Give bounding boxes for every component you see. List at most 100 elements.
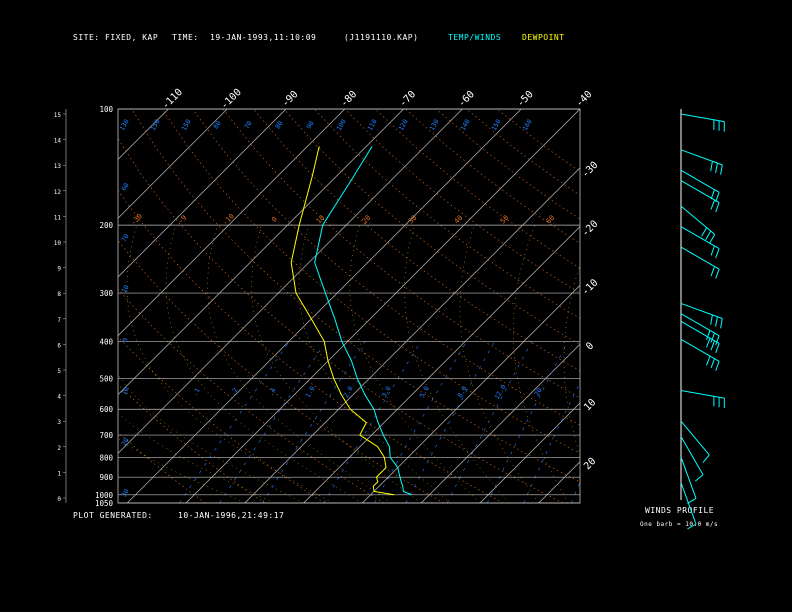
theta-label: 10 [315, 214, 327, 226]
isotherm-label: -80 [339, 89, 360, 110]
wind-shaft [680, 389, 725, 399]
time-value: 19-JAN-1993,11:10:09 [210, 33, 317, 42]
wind-barb [715, 335, 720, 346]
altitude-label: 3 [57, 419, 61, 426]
altitude-label: 11 [54, 214, 62, 221]
chart-grid [118, 109, 792, 503]
isotherm-label: -90 [280, 89, 301, 110]
theta-label: -30 [129, 212, 144, 227]
pressure-label: 300 [99, 289, 113, 298]
isotherm-line [715, 109, 792, 503]
isotherm-line [118, 109, 228, 219]
site-label: SITE: [73, 33, 100, 42]
top-row-label: 110 [366, 118, 379, 132]
wind-shaft [680, 320, 720, 344]
barb-note: One barb = 10.0 m/s [640, 521, 719, 528]
wind-barb [710, 199, 715, 210]
plot-generated-value: 10-JAN-1996,21:49:17 [178, 511, 285, 520]
chart-frame [63, 108, 581, 504]
theta-label: -9 [177, 214, 189, 226]
mixing-ratio-line [323, 341, 422, 503]
file-name: (J1191110.KAP) [344, 33, 419, 42]
isotherm-line [420, 343, 580, 503]
altitude-label: 14 [54, 138, 62, 145]
isotherm-line [126, 109, 522, 503]
wind-barb [687, 497, 697, 504]
mixing-ratio-label: 1.0 [304, 385, 317, 399]
dry-adiabat [118, 239, 444, 503]
top-row-label: 120 [397, 118, 410, 132]
wind-shaft [680, 302, 723, 319]
mixing-ratio-label: 2.0 [342, 385, 355, 399]
pressure-label: 900 [99, 473, 113, 482]
theta-label: 20 [361, 214, 373, 226]
wind-barb [710, 245, 715, 256]
isotherm-label: 20 [582, 456, 598, 472]
pressure-label: 500 [99, 375, 113, 384]
wind-barb [720, 164, 723, 175]
mixing-ratio-line [523, 381, 580, 503]
isotherm-line [244, 167, 580, 503]
dry-adiabat [435, 109, 580, 220]
top-row-label: 140 [459, 118, 472, 132]
altitude-label: 7 [57, 317, 61, 324]
altitude-label: 6 [57, 342, 61, 349]
theta-label: 0 [270, 215, 279, 224]
moist-adiabat [404, 225, 510, 503]
wind-shaft [680, 456, 697, 499]
wind-shaft [680, 313, 720, 337]
top-row-label: 160 [521, 118, 534, 132]
moist-adiabat [118, 438, 245, 503]
wind-shaft [680, 113, 725, 123]
mixing-ratio-line [487, 341, 569, 503]
moist-adiabat [251, 225, 422, 503]
dry-adiabat [496, 109, 580, 173]
top-row-label: 100 [335, 118, 348, 132]
wind-shaft [680, 482, 697, 525]
left-column-label: 0 [121, 336, 130, 343]
wind-barb [715, 163, 718, 173]
temperature-trace [314, 146, 412, 496]
moist-adiabat [126, 225, 334, 503]
top-row-label: 80 [274, 120, 285, 131]
wind-barb [720, 318, 723, 329]
wind-shaft [680, 436, 704, 475]
winds-profile-title: WINDS PROFILE [645, 506, 715, 515]
isotherm-line [598, 109, 792, 503]
altitude-label: 9 [57, 266, 61, 273]
dry-adiabat [314, 109, 580, 319]
left-column-label: 10 [120, 386, 131, 397]
wind-shaft [680, 149, 723, 166]
mixing-ratio-line [179, 341, 290, 503]
isotherm-line [479, 402, 580, 503]
isotherm-label: -100 [219, 87, 244, 112]
legend-dewpoint: DEWPOINT [522, 33, 565, 42]
mixing-ratio-line [405, 341, 496, 503]
mixing-ratio-label: 8.0 [456, 385, 469, 399]
top-row-label: 130 [118, 118, 131, 132]
moist-adiabat [118, 412, 275, 503]
mixing-ratio-label: .1 [191, 387, 202, 398]
isotherm-line [656, 109, 792, 503]
theta-label: 60 [545, 214, 557, 226]
altitude-label: 4 [57, 394, 61, 401]
wind-barb [706, 337, 711, 348]
wind-barb [710, 340, 715, 351]
isotherm-line [185, 109, 580, 503]
wind-barb [715, 316, 718, 327]
pressure-label: 100 [99, 105, 113, 114]
moist-adiabat [349, 225, 481, 503]
dry-adiabat [283, 109, 580, 345]
mixing-ratio-line [446, 341, 533, 503]
dry-adiabat [118, 189, 504, 503]
altitude-label: 10 [54, 240, 62, 247]
wind-barb [687, 523, 697, 530]
wind-barb [701, 227, 708, 237]
mixing-ratio-line [374, 341, 467, 503]
isotherm-label: -20 [580, 219, 601, 240]
dewpoint-trace [290, 146, 395, 496]
moist-adiabat [459, 225, 540, 503]
wind-shaft [680, 420, 710, 456]
theta-label: 50 [499, 214, 511, 226]
